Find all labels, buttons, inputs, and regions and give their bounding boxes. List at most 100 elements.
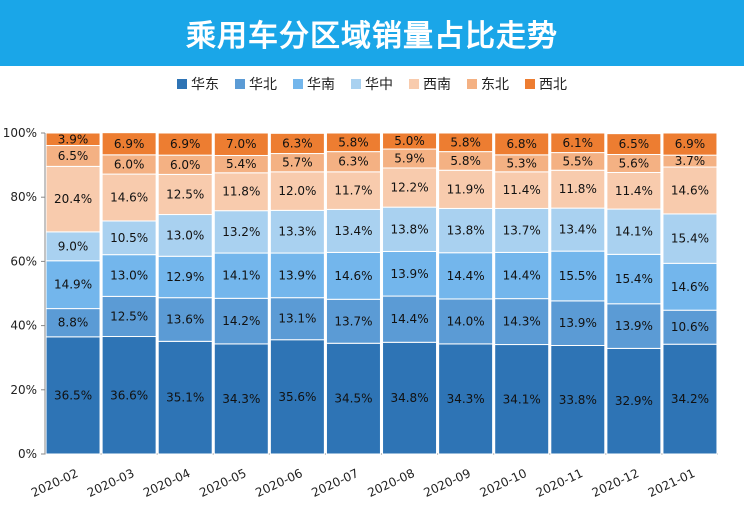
legend-swatch bbox=[293, 79, 303, 89]
bar-segment bbox=[101, 336, 157, 455]
data-label: 34.3% bbox=[222, 392, 260, 406]
data-label: 6.3% bbox=[338, 155, 369, 169]
x-tick-label: 2020-11 bbox=[534, 466, 585, 500]
y-tick-label: 100% bbox=[3, 126, 37, 140]
legend-item: 华北 bbox=[235, 74, 277, 94]
bar-segment bbox=[45, 260, 101, 310]
data-label: 13.9% bbox=[559, 316, 597, 330]
legend-item: 东北 bbox=[467, 74, 509, 94]
bar-segment bbox=[213, 172, 269, 212]
data-label: 15.5% bbox=[559, 269, 597, 283]
data-label: 11.8% bbox=[559, 182, 597, 196]
data-label: 6.5% bbox=[619, 137, 650, 151]
data-label: 12.2% bbox=[390, 181, 428, 195]
bar-segment bbox=[606, 171, 662, 210]
bar-segment bbox=[157, 297, 213, 342]
data-label: 5.0% bbox=[394, 134, 425, 148]
data-label: 33.8% bbox=[559, 393, 597, 407]
bar-segment bbox=[550, 250, 606, 302]
bar-segment bbox=[662, 343, 718, 455]
bar-segment bbox=[157, 132, 213, 156]
x-tick-label: 2020-10 bbox=[478, 466, 529, 500]
data-label: 34.8% bbox=[390, 391, 428, 405]
x-tick-label: 2021-01 bbox=[646, 466, 697, 500]
data-label: 13.0% bbox=[166, 228, 204, 242]
legend-item: 西南 bbox=[409, 74, 451, 94]
x-tick-label: 2020-03 bbox=[85, 466, 136, 500]
data-label: 14.4% bbox=[390, 312, 428, 326]
legend-label: 华南 bbox=[307, 77, 335, 93]
data-label: 6.0% bbox=[114, 157, 145, 171]
bar-segment bbox=[157, 340, 213, 455]
x-tick-label: 2020-05 bbox=[197, 466, 248, 500]
data-label: 3.7% bbox=[675, 154, 706, 168]
legend-label: 西北 bbox=[539, 77, 567, 93]
x-tick-label: 2020-12 bbox=[590, 466, 641, 500]
title-banner: 乘用车分区域销量占比走势 bbox=[0, 0, 744, 66]
bar-segment bbox=[662, 262, 718, 311]
data-label: 13.9% bbox=[390, 267, 428, 281]
bar-segment bbox=[269, 209, 325, 254]
data-label: 13.2% bbox=[222, 225, 260, 239]
legend-item: 华中 bbox=[351, 74, 393, 94]
bar-segment bbox=[45, 308, 101, 338]
data-label: 5.8% bbox=[450, 154, 481, 168]
bar-segment bbox=[662, 213, 718, 264]
data-label: 7.0% bbox=[226, 137, 257, 151]
data-label: 14.3% bbox=[503, 315, 541, 329]
bar-segment bbox=[382, 206, 438, 252]
legend-swatch bbox=[235, 79, 245, 89]
x-tick-label: 2020-08 bbox=[365, 466, 416, 500]
data-label: 13.9% bbox=[615, 319, 653, 333]
data-label: 10.6% bbox=[671, 320, 709, 334]
legend-label: 东北 bbox=[481, 77, 509, 93]
data-label: 13.0% bbox=[110, 269, 148, 283]
data-label: 3.9% bbox=[58, 132, 89, 146]
data-label: 6.9% bbox=[675, 137, 706, 151]
bar-segment bbox=[550, 132, 606, 154]
data-label: 12.5% bbox=[110, 309, 148, 323]
bar-segment bbox=[494, 171, 550, 209]
bar-segment bbox=[550, 300, 606, 347]
data-label: 13.9% bbox=[278, 268, 316, 282]
data-label: 6.5% bbox=[58, 149, 89, 163]
bar-segment bbox=[438, 298, 494, 345]
data-label: 13.8% bbox=[390, 222, 428, 236]
bar-segment bbox=[382, 167, 438, 208]
data-label: 15.4% bbox=[671, 232, 709, 246]
data-label: 36.6% bbox=[110, 388, 148, 402]
bar-segment bbox=[606, 208, 662, 255]
data-label: 36.5% bbox=[54, 388, 92, 402]
bar-segment bbox=[494, 251, 550, 300]
bar-segment bbox=[45, 132, 101, 147]
bar-segment bbox=[382, 341, 438, 455]
bar-segment bbox=[157, 214, 213, 257]
data-label: 6.3% bbox=[282, 136, 313, 150]
data-label: 35.1% bbox=[166, 391, 204, 405]
bar-segment bbox=[550, 169, 606, 209]
y-tick-label: 40% bbox=[10, 319, 37, 333]
data-label: 5.8% bbox=[450, 135, 481, 149]
data-label: 14.4% bbox=[503, 269, 541, 283]
data-label: 6.9% bbox=[170, 137, 201, 151]
bar-segment bbox=[438, 169, 494, 209]
data-label: 13.7% bbox=[334, 314, 372, 328]
legend-label: 西南 bbox=[423, 77, 451, 93]
bar-segment bbox=[269, 252, 325, 299]
bar-segment bbox=[494, 207, 550, 253]
data-label: 14.4% bbox=[447, 269, 485, 283]
legend-item: 西北 bbox=[525, 74, 567, 94]
data-label: 34.1% bbox=[503, 392, 541, 406]
bar-segment bbox=[606, 347, 662, 455]
x-tick-label: 2020-02 bbox=[29, 466, 80, 500]
y-tick-label: 80% bbox=[10, 190, 37, 204]
data-label: 11.7% bbox=[334, 184, 372, 198]
bar-segment bbox=[325, 132, 381, 153]
bar-segment bbox=[494, 132, 550, 156]
bar-segment bbox=[382, 250, 438, 297]
bar-segment bbox=[269, 132, 325, 155]
data-label: 5.3% bbox=[506, 156, 537, 170]
data-label: 13.3% bbox=[278, 225, 316, 239]
data-label: 6.0% bbox=[170, 158, 201, 172]
